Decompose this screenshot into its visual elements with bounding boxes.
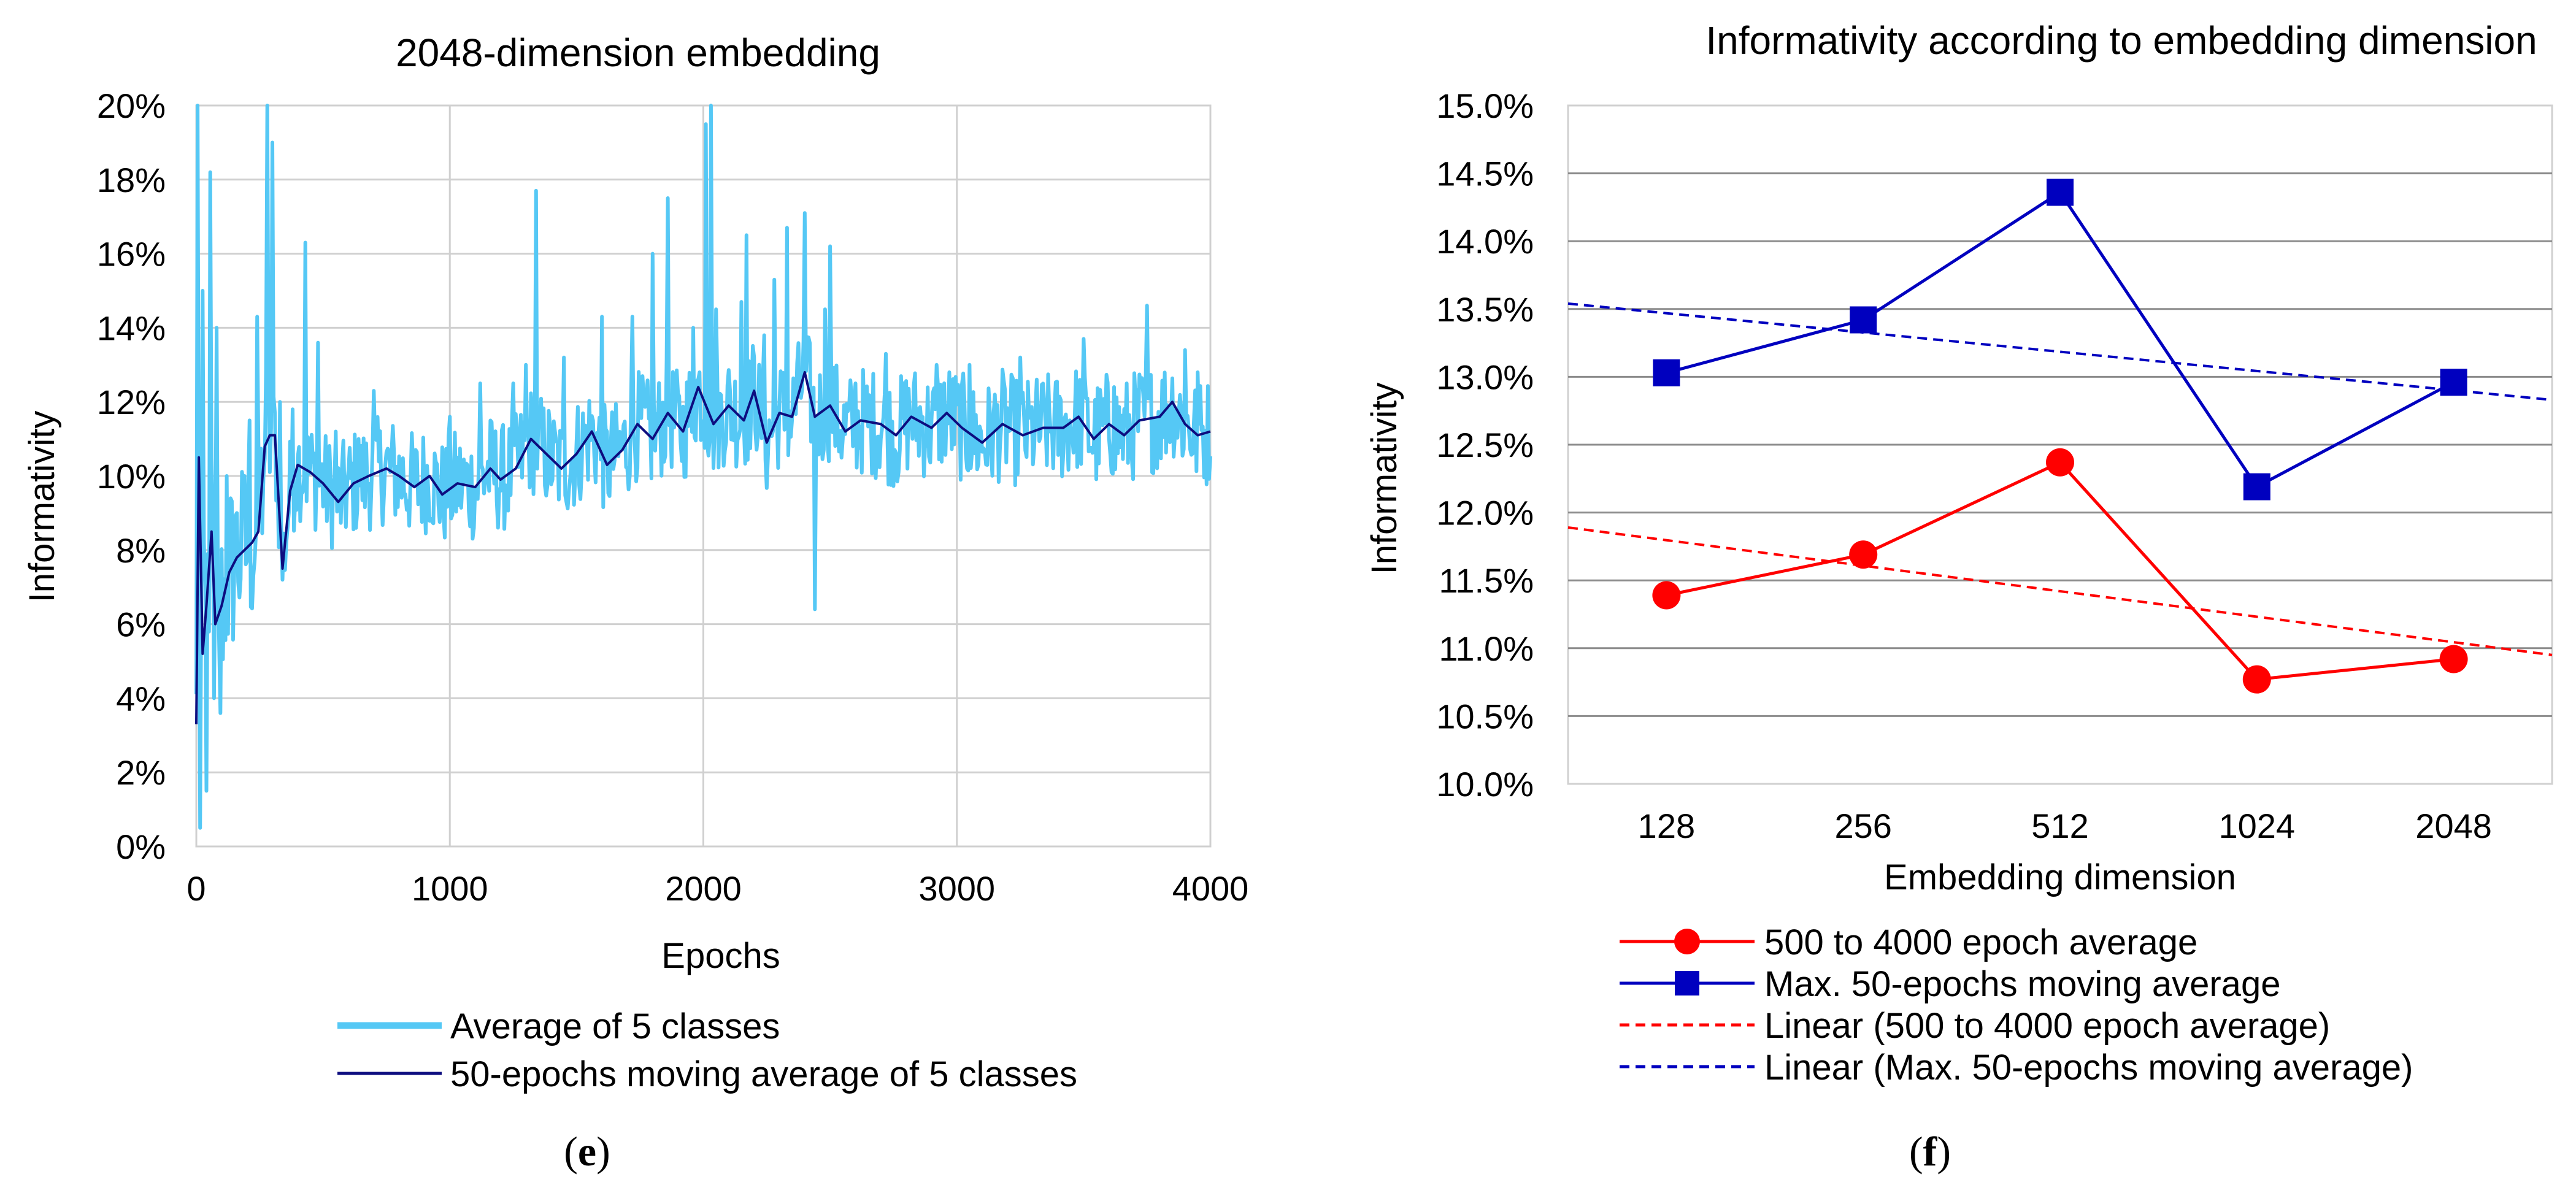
- chart-f-point-average: [2046, 448, 2074, 477]
- caption-e: (e): [564, 1128, 610, 1175]
- chart-e-y-tick-label: 16%: [97, 235, 166, 274]
- chart-e-y-tick-label: 0%: [116, 827, 166, 866]
- chart-f-series-line-average: [1666, 461, 2454, 681]
- chart-e-y-tick-label: 20%: [97, 86, 166, 125]
- caption-f: (f): [1909, 1128, 1951, 1175]
- chart-f-point-average: [2439, 645, 2468, 673]
- chart-f-y-tick-label: 13.0%: [1436, 358, 1534, 396]
- chart-e-x-tick-label: 2000: [665, 869, 742, 908]
- chart-f-x-axis-label: Embedding dimension: [1884, 857, 2236, 897]
- chart-f-point-max: [2243, 473, 2270, 501]
- chart-e-x-tick-label: 3000: [918, 869, 995, 908]
- chart-f-legend-marker-square: [1675, 971, 1699, 995]
- chart-f-y-tick-label: 12.5%: [1436, 426, 1534, 464]
- chart-e-legend-label-moving-average: 50-epochs moving average of 5 classes: [450, 1054, 1077, 1094]
- chart-f-y-axis-label: Informativity: [1364, 383, 1404, 575]
- chart-f-y-tick-label: 12.0%: [1436, 494, 1534, 532]
- chart-f-x-tick-label: 2048: [2415, 807, 2492, 845]
- chart-e-y-tick-label: 8%: [116, 531, 166, 570]
- chart-f-x-tick-label: 128: [1638, 807, 1695, 845]
- chart-f-legend-marker-circle: [1674, 929, 1700, 954]
- chart-f-y-tick-label: 10.0%: [1436, 765, 1534, 804]
- chart-e-x-tick-label: 0: [186, 869, 206, 908]
- chart-f-y-tick-labels: 10.0% 10.5% 11.0% 11.5% 12.0% 12.5% 13.0% 13.5%…: [1436, 86, 1534, 804]
- chart-f: Informativity according to embedding dim…: [1364, 18, 2553, 1175]
- chart-e-x-axis-label: Epochs: [661, 936, 780, 976]
- chart-e-y-tick-label: 12%: [97, 383, 166, 421]
- chart-f-title: Informativity according to embedding dim…: [1705, 18, 2537, 63]
- chart-f-point-max: [1850, 306, 1877, 334]
- chart-e-legend: Average of 5 classes 50-epochs moving av…: [337, 1007, 1077, 1094]
- chart-f-legend-label-linear-average: Linear (500 to 4000 epoch average): [1764, 1006, 2330, 1046]
- chart-f-legend-label-max: Max. 50-epochs moving average: [1764, 964, 2280, 1004]
- chart-e-y-tick-labels: 0% 2% 4% 6% 8% 10% 12% 14% 16% 18% 20%: [97, 86, 166, 866]
- chart-e-y-tick-label: 18%: [97, 161, 166, 199]
- chart-f-gridlines: [1568, 172, 2552, 717]
- chart-f-y-tick-label: 11.0%: [1439, 629, 1534, 668]
- chart-e-y-tick-label: 4%: [116, 679, 166, 718]
- chart-f-x-tick-label: 1024: [2219, 807, 2296, 845]
- chart-f-x-tick-labels: 128 256 512 1024 2048: [1638, 807, 2492, 845]
- chart-f-trendline-average: [1567, 526, 2553, 656]
- chart-f-legend: 500 to 4000 epoch average Max. 50-epochs…: [1620, 923, 2413, 1088]
- chart-f-point-average: [1652, 581, 1681, 610]
- chart-e-series-moving-average: [195, 370, 1211, 724]
- chart-f-series-line-max: [1666, 191, 2455, 489]
- chart-f-point-average: [2242, 665, 2271, 694]
- chart-f-point-max: [2047, 178, 2074, 206]
- chart-f-point-average: [1849, 540, 1878, 569]
- chart-e: 2048-dimension embedding 0% 2% 4% 6% 8% 10% 12…: [22, 31, 1248, 1175]
- chart-f-y-tick-label: 13.5%: [1436, 290, 1534, 329]
- chart-f-x-tick-label: 256: [1834, 807, 1891, 845]
- chart-e-title: 2048-dimension embedding: [396, 31, 880, 75]
- chart-e-x-tick-label: 1000: [412, 869, 488, 908]
- chart-f-y-tick-label: 14.0%: [1436, 222, 1534, 261]
- chart-e-x-tick-labels: 0 1000 2000 3000 4000: [186, 869, 1248, 908]
- chart-e-series-average-of-5-classes: [194, 104, 1212, 830]
- chart-e-y-tick-label: 2%: [116, 753, 166, 792]
- chart-f-legend-label-linear-max: Linear (Max. 50-epochs moving average): [1764, 1048, 2413, 1088]
- chart-f-y-tick-label: 10.5%: [1436, 697, 1534, 735]
- chart-f-trendline-max: [1567, 302, 2553, 401]
- chart-e-y-tick-label: 10%: [97, 457, 166, 496]
- chart-f-x-tick-label: 512: [2031, 807, 2088, 845]
- chart-f-y-tick-label: 14.5%: [1436, 155, 1534, 193]
- chart-e-series: [194, 104, 1212, 830]
- chart-f-legend-label-average: 500 to 4000 epoch average: [1764, 923, 2197, 962]
- chart-e-y-tick-label: 14%: [97, 309, 166, 347]
- chart-e-y-axis-label: Informativity: [22, 411, 62, 603]
- chart-f-point-max: [1653, 359, 1680, 386]
- chart-f-series: [1567, 178, 2553, 694]
- chart-f-y-tick-label: 11.5%: [1439, 561, 1534, 600]
- chart-e-legend-label-average: Average of 5 classes: [450, 1007, 780, 1046]
- chart-e-x-tick-label: 4000: [1172, 869, 1249, 908]
- chart-f-y-tick-label: 15.0%: [1436, 86, 1534, 125]
- chart-f-point-max: [2440, 369, 2467, 396]
- chart-e-y-tick-label: 6%: [116, 605, 166, 644]
